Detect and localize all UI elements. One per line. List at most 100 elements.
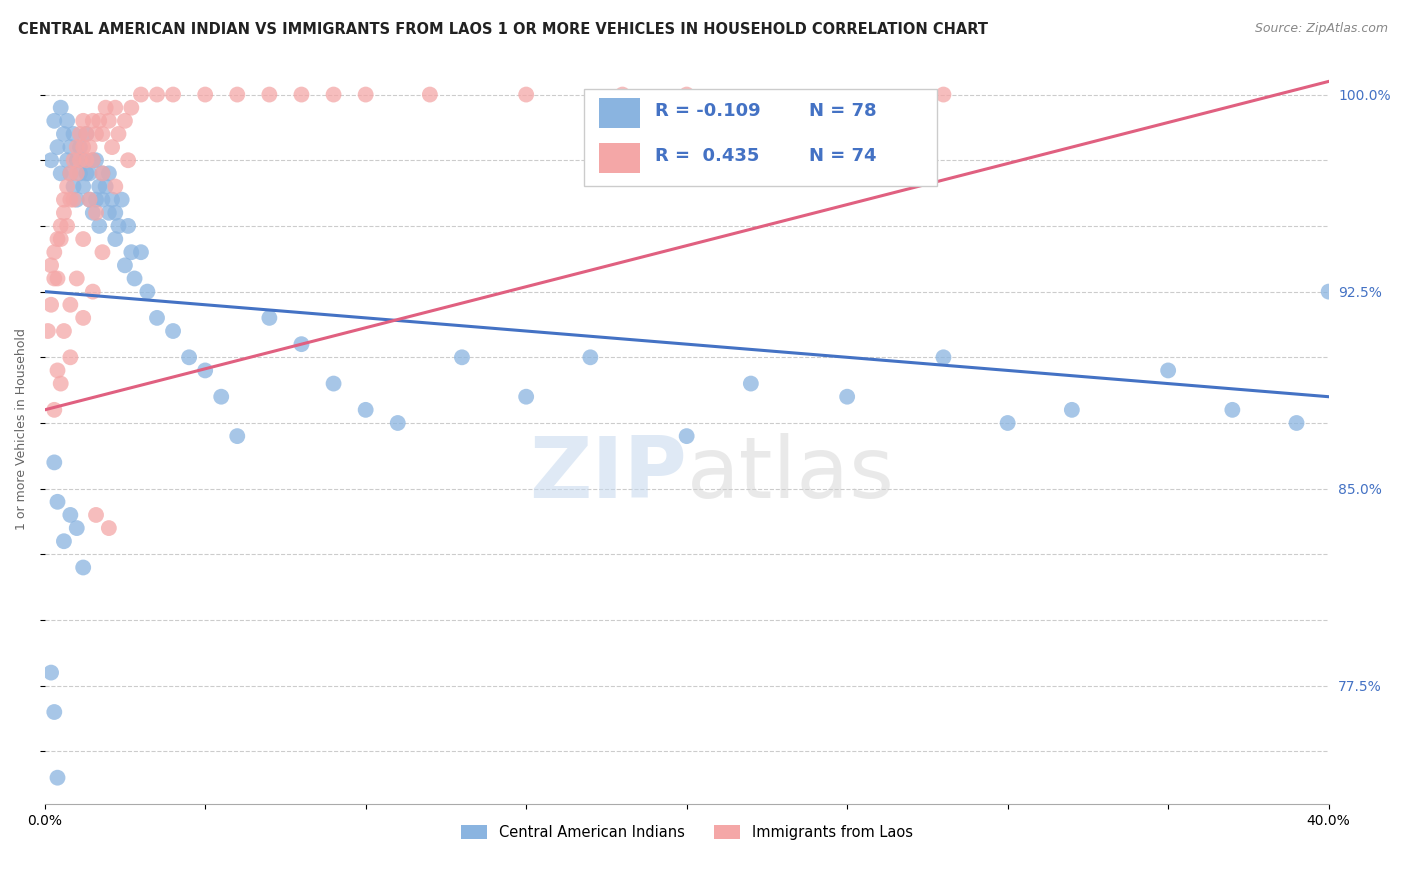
Point — [75, 127, 97, 141]
Point — [44, 113, 66, 128]
Point — [740, 376, 762, 391]
Point — [46, 771, 69, 785]
FancyBboxPatch shape — [583, 89, 936, 186]
Point — [49, 232, 72, 246]
Point — [162, 324, 184, 338]
Point — [111, 193, 134, 207]
Point — [82, 153, 104, 168]
Point — [354, 87, 377, 102]
Point — [44, 245, 66, 260]
Point — [49, 376, 72, 391]
Point — [59, 166, 82, 180]
Point — [322, 376, 344, 391]
Point — [146, 87, 169, 102]
Point — [84, 193, 107, 207]
Point — [52, 193, 75, 207]
Point — [82, 206, 104, 220]
Point — [515, 87, 537, 102]
Point — [117, 219, 139, 233]
Point — [91, 127, 114, 141]
Point — [46, 271, 69, 285]
Point — [46, 363, 69, 377]
Point — [1157, 363, 1180, 377]
Point — [89, 179, 111, 194]
Point — [49, 166, 72, 180]
Point — [66, 271, 89, 285]
Point — [75, 153, 97, 168]
Point — [104, 206, 127, 220]
Point — [91, 193, 114, 207]
Point — [82, 285, 104, 299]
Point — [66, 521, 89, 535]
Point — [72, 140, 94, 154]
Point — [259, 87, 281, 102]
Point — [62, 179, 84, 194]
Point — [69, 140, 91, 154]
Point — [101, 193, 124, 207]
Point — [107, 219, 129, 233]
Point — [69, 127, 91, 141]
Point — [44, 705, 66, 719]
Point — [114, 258, 136, 272]
Point — [226, 429, 249, 443]
Point — [451, 351, 474, 365]
Point — [56, 153, 79, 168]
Point — [997, 416, 1019, 430]
Point — [290, 337, 312, 351]
Point — [84, 153, 107, 168]
Point — [1285, 416, 1308, 430]
Point — [120, 245, 142, 260]
Text: R =  0.435: R = 0.435 — [655, 147, 759, 165]
Point — [66, 193, 89, 207]
Point — [59, 351, 82, 365]
Point — [146, 310, 169, 325]
Text: N = 78: N = 78 — [808, 103, 876, 120]
Point — [72, 153, 94, 168]
Point — [97, 166, 120, 180]
Point — [104, 179, 127, 194]
Point — [72, 560, 94, 574]
Point — [117, 153, 139, 168]
Point — [56, 113, 79, 128]
Point — [56, 219, 79, 233]
Point — [515, 390, 537, 404]
Point — [79, 193, 101, 207]
Point — [120, 101, 142, 115]
Legend: Central American Indians, Immigrants from Laos: Central American Indians, Immigrants fro… — [456, 819, 918, 846]
Point — [94, 179, 117, 194]
Point — [39, 258, 62, 272]
Bar — [599, 143, 641, 173]
Point — [107, 127, 129, 141]
Point — [72, 232, 94, 246]
Point — [932, 351, 955, 365]
Point — [1060, 402, 1083, 417]
Point — [354, 402, 377, 417]
Point — [101, 140, 124, 154]
Point — [94, 101, 117, 115]
Point — [44, 402, 66, 417]
Text: ZIP: ZIP — [529, 433, 686, 516]
Point — [84, 206, 107, 220]
Point — [49, 101, 72, 115]
Point — [114, 113, 136, 128]
Point — [322, 87, 344, 102]
Point — [79, 166, 101, 180]
Point — [52, 534, 75, 549]
Point — [75, 127, 97, 141]
Point — [97, 206, 120, 220]
Point — [46, 232, 69, 246]
Point — [39, 153, 62, 168]
Point — [72, 310, 94, 325]
Point — [259, 310, 281, 325]
Point — [579, 351, 602, 365]
Point — [52, 127, 75, 141]
Point — [136, 285, 159, 299]
Point — [179, 351, 201, 365]
Y-axis label: 1 or more Vehicles in Household: 1 or more Vehicles in Household — [15, 328, 28, 531]
Point — [1220, 402, 1243, 417]
Point — [91, 245, 114, 260]
Text: N = 74: N = 74 — [808, 147, 876, 165]
Point — [52, 206, 75, 220]
Point — [129, 87, 152, 102]
Point — [104, 101, 127, 115]
